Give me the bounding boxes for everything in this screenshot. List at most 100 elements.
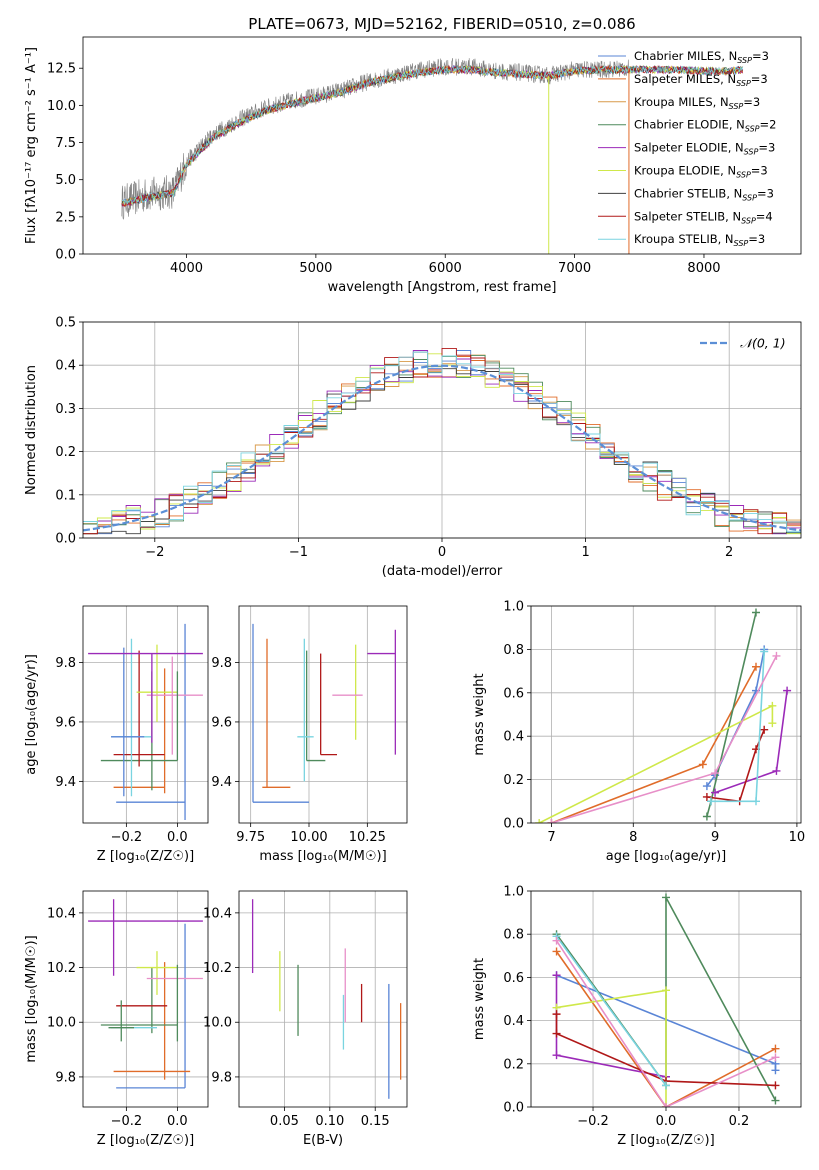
y-tick-label: 0.3 [55, 402, 76, 417]
mass-weight-line [555, 951, 776, 1107]
errorbar-plot-area [88, 623, 203, 821]
plus-marker [552, 947, 561, 956]
x-axis-label: Z [log₁₀(Z/Z☉)] [97, 1133, 194, 1148]
y-tick-label: 9.8 [55, 1070, 76, 1085]
y-tick-label: 0.5 [55, 316, 76, 331]
y-tick-label: 9.4 [55, 775, 76, 790]
y-axis-label: Flux [fλ10⁻¹⁷ erg cm⁻² s⁻¹ A⁻¹] [24, 47, 39, 244]
plus-marker [771, 1096, 780, 1105]
x-axis-label: wavelength [Angstrom, rest frame] [328, 280, 557, 295]
y-tick-label: 10.4 [47, 906, 76, 921]
plus-marker [768, 701, 777, 710]
y-tick-label: 9.4 [211, 775, 232, 790]
y-tick-label: 9.8 [211, 1070, 232, 1085]
mass-weight-line [538, 704, 774, 823]
y-axis-label: mass weight [472, 673, 487, 755]
y-tick-label: 0.2 [503, 773, 524, 788]
y-tick-label: 9.6 [55, 715, 76, 730]
x-tick-label: −1 [289, 545, 308, 560]
plus-marker [771, 1053, 780, 1062]
legend-suffix: =2 [760, 118, 777, 132]
y-tick-label: 9.6 [211, 715, 232, 730]
axes-frame [238, 605, 408, 824]
plus-marker [772, 766, 781, 775]
mass-weight-panel: 7 8 9 10 0.0 0.2 0.4 0.6 0.8 1.0 age [log₁₀(age/yr… [472, 600, 805, 865]
x-tick-label: 8 [629, 830, 637, 845]
y-tick-label: 0.2 [503, 1057, 524, 1072]
legend-suffix: =3 [748, 232, 765, 246]
errorbar-panel: 0.05 0.10 0.15 9.8 10.0 10.2 10.4 E(B-V) [203, 890, 408, 1148]
mass-weight-line [555, 935, 667, 1086]
x-tick-label: 4000 [170, 261, 203, 276]
errorbar-panel: 9.75 10.00 10.25 9.4 9.6 9.8 mass [log₁₀(M/M☉)… [211, 605, 408, 864]
x-tick-label: 9.75 [236, 830, 265, 845]
x-tick-label: −0.2 [577, 1114, 609, 1129]
legend-subscript: SSP [737, 56, 752, 65]
y-tick-label: 10.0 [47, 1016, 76, 1031]
mass-weight-line [706, 612, 757, 817]
errorbar-panel: −0.2 0.0 9.4 9.6 9.8 Z [log₁₀(Z/Z☉)] age [log₁… [24, 605, 209, 864]
legend-label: Kroupa STELIB, NSSP=3 [634, 232, 765, 248]
legend-label: Salpeter ELODIE, NSSP=3 [634, 141, 775, 157]
legend-subscript: SSP [744, 148, 759, 157]
legend-label: Chabrier STELIB, NSSP=3 [634, 186, 774, 202]
x-tick-label: 10.00 [290, 830, 327, 845]
y-tick-label: 10.4 [203, 906, 232, 921]
legend-subscript: SSP [729, 102, 744, 111]
plus-marker [702, 812, 711, 821]
legend-suffix: =4 [756, 209, 773, 223]
axes-frame [82, 36, 802, 255]
x-axis-label: mass [log₁₀(M/M☉)] [259, 849, 386, 864]
y-tick-label: 0.4 [503, 1014, 524, 1029]
spectrum-plot-area [121, 58, 744, 254]
y-tick-label: 10.2 [203, 961, 232, 976]
plus-marker [760, 725, 769, 734]
y-tick-label: 0.0 [503, 817, 524, 832]
legend-suffix: =3 [757, 186, 774, 200]
x-tick-label: 5000 [299, 261, 332, 276]
x-tick-label: −2 [145, 545, 164, 560]
model-line [121, 64, 744, 208]
legend-name: Kroupa STELIB, N [634, 232, 734, 246]
plus-marker [702, 782, 711, 791]
y-tick-label: 10.0 [203, 1016, 232, 1031]
gaussian-curve [83, 364, 801, 532]
plus-marker [535, 819, 544, 823]
plus-marker [783, 686, 792, 695]
plus-marker [707, 797, 715, 806]
x-tick-label: 0.10 [315, 1114, 344, 1129]
legend-suffix: =3 [752, 49, 769, 63]
y-tick-label: 0.6 [503, 686, 524, 701]
x-tick-label: 7 [547, 830, 555, 845]
plus-marker [552, 1010, 561, 1019]
x-tick-label: 8000 [687, 261, 720, 276]
plus-marker [771, 1044, 780, 1053]
x-tick-label: 1 [581, 545, 589, 560]
mass-weight-line [551, 655, 778, 823]
x-tick-label: 10.25 [349, 830, 386, 845]
legend-subscript: SSP [736, 79, 751, 88]
y-axis-label: age [log₁₀(age/yr)] [24, 654, 39, 775]
x-tick-label: −0.2 [111, 1114, 143, 1129]
y-tick-label: 0.2 [55, 445, 76, 460]
legend-suffix: =3 [751, 72, 768, 86]
legend-subscript: SSP [742, 193, 757, 202]
legend-label: Chabrier MILES, NSSP=3 [634, 49, 769, 65]
legend-suffix: =3 [751, 164, 768, 178]
plus-marker [711, 788, 720, 797]
legend-label: Kroupa MILES, NSSP=3 [634, 95, 760, 111]
x-axis-label: Z [log₁₀(Z/Z☉)] [617, 1133, 714, 1148]
plus-marker [552, 1029, 561, 1038]
x-tick-label: 7000 [558, 261, 591, 276]
plus-marker [711, 769, 720, 778]
x-tick-label: 0.0 [167, 1114, 188, 1129]
plus-marker [552, 1051, 561, 1060]
plus-marker [552, 936, 561, 945]
legend-name: Chabrier ELODIE, N [634, 118, 745, 132]
x-tick-label: 10 [789, 830, 806, 845]
y-tick-label: 9.8 [55, 656, 76, 671]
plus-marker [760, 647, 769, 656]
plus-marker [547, 819, 556, 823]
legend-label: Kroupa ELODIE, NSSP=3 [634, 164, 768, 180]
